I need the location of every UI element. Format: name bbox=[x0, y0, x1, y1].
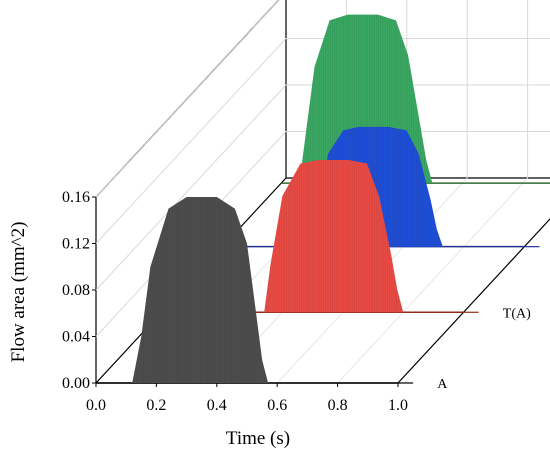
x-tick-label: 0.8 bbox=[328, 397, 348, 414]
grid-line-y bbox=[95, 84, 550, 291]
series-area bbox=[132, 197, 269, 383]
grid-line-floor bbox=[337, 177, 528, 384]
axis-frame-line bbox=[397, 218, 550, 384]
y-axis-title: Flow area (mm^2) bbox=[8, 222, 29, 363]
y-tick-label: 0.04 bbox=[62, 329, 90, 346]
depth-label: T(A) bbox=[503, 306, 531, 321]
axis-labels: Time (s) Flow area (mm^2) T(B)BT(A)A0.00… bbox=[8, 189, 531, 449]
grid-line-y bbox=[95, 0, 280, 198]
series-ta bbox=[161, 160, 479, 314]
series-area bbox=[264, 160, 404, 313]
axis-frame-line bbox=[95, 0, 280, 198]
x-tick-label: 0.4 bbox=[207, 397, 227, 414]
x-tick-label: 0.0 bbox=[86, 397, 106, 414]
grid-line-y bbox=[95, 38, 550, 244]
y-tick-label: 0.00 bbox=[62, 375, 90, 392]
x-tick-label: 0.6 bbox=[267, 397, 287, 414]
y-tick-label: 0.08 bbox=[62, 282, 90, 299]
y-tick-label: 0.12 bbox=[62, 236, 90, 253]
x-tick-label: 1.0 bbox=[388, 397, 408, 414]
depth-label: A bbox=[437, 377, 448, 392]
x-tick-label: 0.2 bbox=[146, 397, 166, 414]
y-tick-label: 0.16 bbox=[62, 189, 90, 206]
x-axis-title: Time (s) bbox=[226, 428, 290, 449]
